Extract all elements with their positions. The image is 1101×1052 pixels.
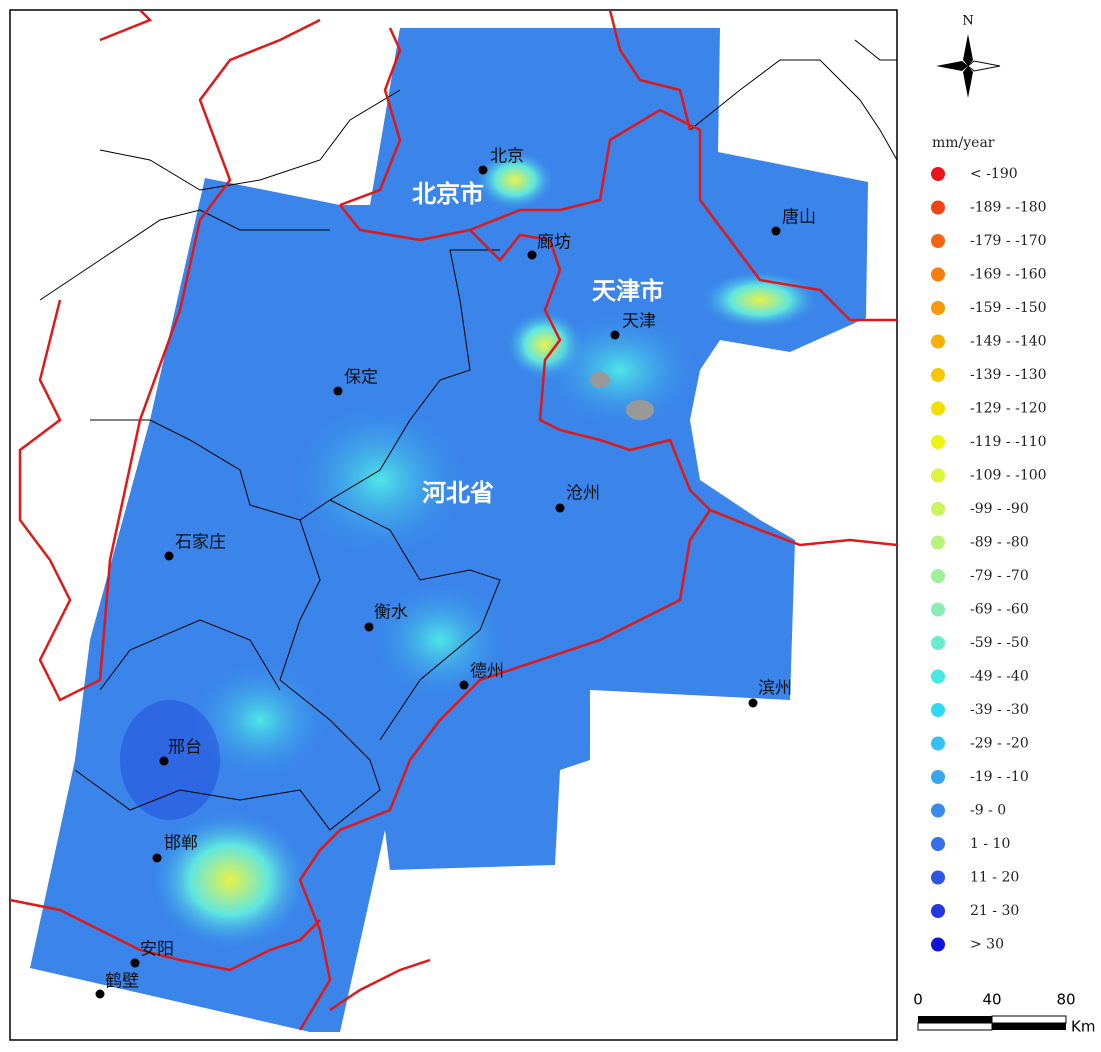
legend-swatch xyxy=(931,703,945,717)
city-marker xyxy=(555,503,565,513)
legend-swatch xyxy=(931,401,945,416)
city-marker xyxy=(130,958,140,968)
legend-label: -139 - -130 xyxy=(970,367,1047,383)
legend-swatch xyxy=(931,569,945,583)
legend-swatch xyxy=(931,301,945,315)
city-marker xyxy=(159,756,169,766)
province-borders xyxy=(9,9,898,1031)
legend-label: -109 - -100 xyxy=(970,468,1047,484)
legend-swatch xyxy=(931,267,945,282)
scale-label: 0 xyxy=(913,991,923,1009)
city-marker xyxy=(610,330,620,340)
legend-swatch xyxy=(931,669,945,684)
north-arrow xyxy=(936,34,1001,98)
city-marker xyxy=(771,226,781,236)
legend-swatch xyxy=(931,435,945,449)
city-label: 天津 xyxy=(622,312,656,332)
city-marker xyxy=(152,853,162,863)
legend-label: 11 - 20 xyxy=(970,870,1019,886)
legend-label: -9 - 0 xyxy=(970,803,1006,819)
legend-label: -159 - -150 xyxy=(970,300,1047,316)
city-label: 邢台 xyxy=(168,738,202,758)
county-borders xyxy=(39,39,898,831)
city-marker xyxy=(364,622,374,632)
legend-swatch xyxy=(931,334,945,349)
city-label: 滨州 xyxy=(758,679,792,699)
legend-label: 1 - 10 xyxy=(970,836,1010,852)
scale-unit: Km xyxy=(1071,1018,1095,1036)
legend-label: -149 - -140 xyxy=(970,334,1047,350)
province-label: 天津市 xyxy=(592,277,664,305)
legend-title: mm/year xyxy=(932,135,995,151)
legend-swatch xyxy=(931,837,945,851)
legend-swatch xyxy=(931,602,945,617)
legend-swatch xyxy=(931,904,945,918)
city-label: 廊坊 xyxy=(537,233,571,253)
city-label: 沧州 xyxy=(566,484,600,504)
legend-swatch xyxy=(931,502,945,516)
province-label: 北京市 xyxy=(412,180,484,208)
legend-swatch xyxy=(931,200,945,215)
scale-bar xyxy=(991,1015,1067,1024)
city-label: 鹤壁 xyxy=(105,972,139,992)
city-marker xyxy=(333,386,343,396)
legend-swatch xyxy=(931,234,945,248)
legend-label: 21 - 30 xyxy=(970,903,1019,919)
legend-swatch xyxy=(931,870,945,885)
legend-label: -79 - -70 xyxy=(970,568,1029,584)
legend-label: -119 - -110 xyxy=(970,434,1047,450)
city-label: 保定 xyxy=(344,368,378,388)
legend-label: -29 - -20 xyxy=(970,736,1029,752)
city-marker xyxy=(478,165,488,175)
legend-swatch xyxy=(931,937,945,952)
scale-label: 40 xyxy=(982,991,1001,1009)
legend-label: -99 - -90 xyxy=(970,501,1029,517)
legend-swatch xyxy=(931,770,945,784)
subsidence-zones xyxy=(120,150,820,950)
legend-label: > 30 xyxy=(970,937,1004,953)
legend-swatch xyxy=(931,368,945,382)
legend-swatch xyxy=(931,167,945,181)
legend-label: -89 - -80 xyxy=(970,535,1029,551)
city-label: 德州 xyxy=(470,662,504,682)
legend-label: -69 - -60 xyxy=(970,602,1029,618)
city-marker xyxy=(164,551,174,561)
scale-bar xyxy=(918,1016,992,1023)
city-marker xyxy=(95,989,105,999)
legend-label: < -190 xyxy=(970,166,1018,182)
legend-swatch xyxy=(931,636,945,650)
city-marker xyxy=(459,680,469,690)
city-label: 石家庄 xyxy=(175,533,226,553)
scale-label: 80 xyxy=(1056,991,1075,1009)
province-label: 河北省 xyxy=(422,479,494,507)
city-label: 北京 xyxy=(490,147,524,167)
city-marker xyxy=(748,698,758,708)
legend-label: -189 - -180 xyxy=(970,200,1047,216)
legend-label: -39 - -30 xyxy=(970,702,1029,718)
city-label: 衡水 xyxy=(374,603,408,623)
legend-label: -49 - -40 xyxy=(970,669,1029,685)
legend-label: -59 - -50 xyxy=(970,635,1029,651)
legend-swatch xyxy=(931,535,945,550)
legend-label: -179 - -170 xyxy=(970,233,1047,249)
legend-swatch xyxy=(931,803,945,818)
north-label: N xyxy=(962,14,973,29)
city-label: 唐山 xyxy=(782,207,816,228)
city-marker xyxy=(527,250,537,260)
legend-label: -169 - -160 xyxy=(970,267,1047,283)
legend-swatch xyxy=(931,468,945,483)
scale-bar xyxy=(917,1022,993,1031)
legend-label: -19 - -10 xyxy=(970,769,1029,785)
city-label: 邯郸 xyxy=(164,834,198,854)
legend-swatch xyxy=(931,736,945,751)
legend-label: -129 - -120 xyxy=(970,401,1047,417)
scale-bar xyxy=(992,1023,1066,1030)
city-label: 安阳 xyxy=(140,940,174,960)
